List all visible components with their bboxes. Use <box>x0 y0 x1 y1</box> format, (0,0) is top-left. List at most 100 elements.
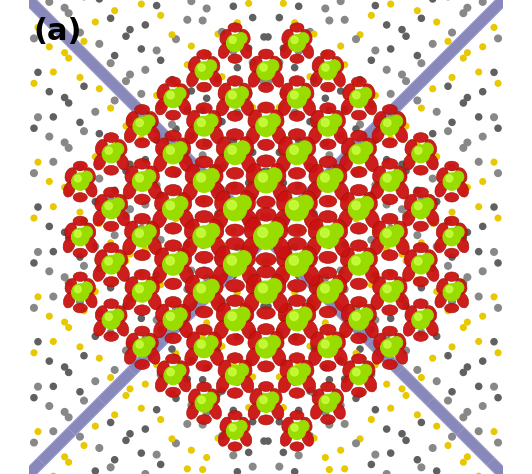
Ellipse shape <box>208 110 222 128</box>
Circle shape <box>476 69 481 75</box>
Circle shape <box>184 420 190 427</box>
Ellipse shape <box>340 192 354 211</box>
Circle shape <box>195 394 213 412</box>
Ellipse shape <box>241 376 254 393</box>
Circle shape <box>4 264 10 269</box>
Ellipse shape <box>73 192 87 202</box>
Bar <box>0 129 373 474</box>
Circle shape <box>81 443 87 448</box>
Ellipse shape <box>363 138 377 155</box>
Circle shape <box>418 419 425 426</box>
Ellipse shape <box>278 137 293 155</box>
Circle shape <box>521 173 528 180</box>
Circle shape <box>297 364 311 377</box>
Circle shape <box>322 455 328 460</box>
Circle shape <box>31 81 37 86</box>
Circle shape <box>35 25 41 30</box>
Circle shape <box>200 197 205 203</box>
Ellipse shape <box>321 415 335 424</box>
Circle shape <box>20 414 26 420</box>
Ellipse shape <box>280 43 292 58</box>
Circle shape <box>430 356 436 361</box>
Ellipse shape <box>289 353 305 363</box>
Circle shape <box>491 114 497 120</box>
Circle shape <box>476 248 482 255</box>
Ellipse shape <box>288 167 306 179</box>
Circle shape <box>173 171 179 177</box>
Circle shape <box>421 253 434 266</box>
Circle shape <box>185 197 190 202</box>
Circle shape <box>446 286 453 293</box>
Circle shape <box>322 185 328 191</box>
Ellipse shape <box>455 168 467 183</box>
Circle shape <box>62 319 68 325</box>
Ellipse shape <box>210 127 223 144</box>
Circle shape <box>526 425 532 431</box>
Circle shape <box>96 356 102 361</box>
Ellipse shape <box>278 99 291 116</box>
Ellipse shape <box>309 275 323 294</box>
Circle shape <box>287 366 306 385</box>
Circle shape <box>280 225 287 231</box>
Bar <box>7 69 434 474</box>
Ellipse shape <box>257 102 275 113</box>
Ellipse shape <box>290 410 304 420</box>
Ellipse shape <box>179 265 194 283</box>
Circle shape <box>384 112 389 118</box>
Circle shape <box>322 365 328 371</box>
Circle shape <box>200 421 206 428</box>
Bar <box>0 99 404 474</box>
Circle shape <box>112 198 124 210</box>
Circle shape <box>480 358 486 364</box>
Ellipse shape <box>63 237 75 253</box>
Circle shape <box>158 12 163 18</box>
Circle shape <box>511 418 516 423</box>
Circle shape <box>77 74 83 80</box>
Ellipse shape <box>196 324 212 335</box>
Ellipse shape <box>319 156 337 168</box>
Circle shape <box>285 198 309 221</box>
Ellipse shape <box>455 223 467 238</box>
Circle shape <box>35 159 41 165</box>
Circle shape <box>62 50 68 55</box>
Circle shape <box>246 270 252 275</box>
Bar <box>188 0 532 315</box>
Circle shape <box>230 228 236 234</box>
Circle shape <box>35 428 41 434</box>
Circle shape <box>322 320 328 326</box>
Ellipse shape <box>445 192 459 202</box>
Ellipse shape <box>218 431 230 447</box>
Circle shape <box>280 315 286 321</box>
Ellipse shape <box>277 246 292 266</box>
Circle shape <box>81 128 87 135</box>
Circle shape <box>92 199 98 205</box>
Ellipse shape <box>381 250 398 261</box>
Circle shape <box>414 8 420 14</box>
Circle shape <box>349 144 369 164</box>
Circle shape <box>280 90 287 97</box>
Circle shape <box>326 377 332 383</box>
Ellipse shape <box>157 361 169 377</box>
Circle shape <box>388 315 394 321</box>
Circle shape <box>16 283 21 288</box>
Circle shape <box>286 143 307 164</box>
Circle shape <box>96 130 102 137</box>
Circle shape <box>328 279 343 294</box>
Circle shape <box>65 279 72 286</box>
Circle shape <box>46 0 53 5</box>
Ellipse shape <box>208 332 222 349</box>
Circle shape <box>72 173 89 190</box>
Circle shape <box>368 327 375 333</box>
Circle shape <box>138 1 144 7</box>
Circle shape <box>215 301 221 306</box>
Circle shape <box>307 388 313 394</box>
Circle shape <box>359 252 374 266</box>
Ellipse shape <box>195 306 213 318</box>
Circle shape <box>384 201 390 208</box>
Circle shape <box>164 366 182 385</box>
Circle shape <box>107 464 114 471</box>
Circle shape <box>62 454 68 460</box>
Ellipse shape <box>226 128 244 140</box>
Circle shape <box>265 259 271 264</box>
Circle shape <box>414 202 422 210</box>
